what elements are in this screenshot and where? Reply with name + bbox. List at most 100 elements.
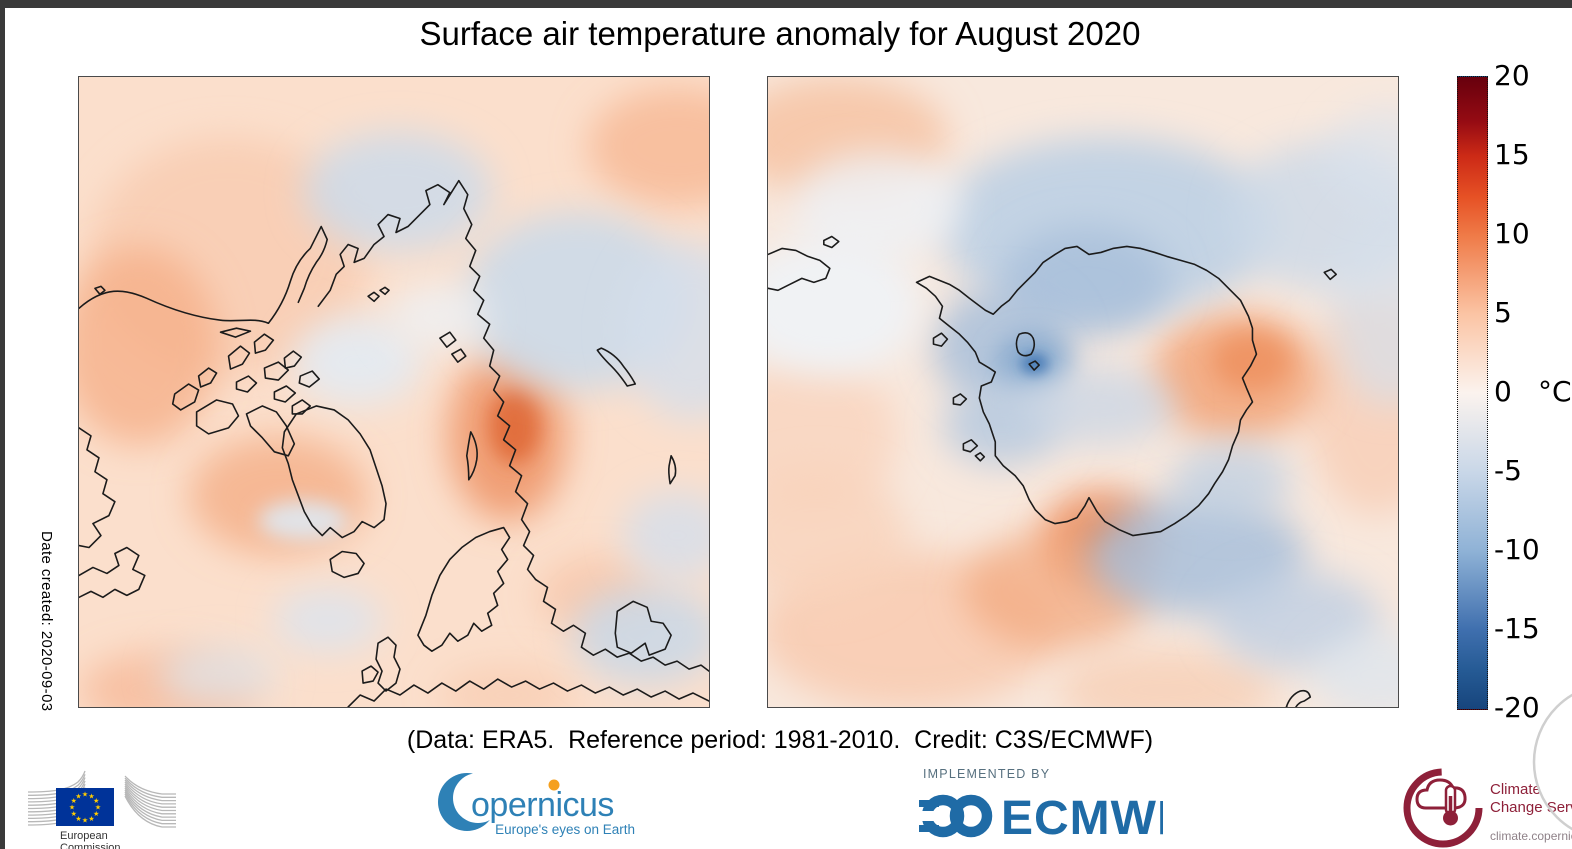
coastline-path bbox=[219, 327, 252, 338]
copernicus-tagline: Europe's eyes on Earth bbox=[495, 822, 635, 837]
antarctic-anomaly-map bbox=[767, 76, 1399, 708]
eu-star-icon: ★ bbox=[82, 791, 88, 799]
date-created-note: Date created: 2020-09-03 bbox=[38, 531, 55, 712]
colorbar-tick-label: 10 bbox=[1494, 216, 1530, 250]
eu-star-icon: ★ bbox=[88, 792, 94, 800]
c3s-url-text: climate.copernicus.e bbox=[1490, 829, 1572, 843]
coastline-path bbox=[253, 333, 275, 354]
anomaly-patch bbox=[1311, 630, 1398, 707]
anomaly-patch bbox=[258, 500, 349, 541]
coastline-path bbox=[457, 179, 537, 581]
c3s-text-line1: Climate bbox=[1490, 781, 1541, 798]
anomaly-patch bbox=[587, 86, 709, 207]
anomaly-patch bbox=[79, 246, 219, 446]
anomaly-patch bbox=[1017, 366, 1177, 446]
copernicus-satellite-dot-icon bbox=[548, 779, 560, 791]
coastline-path bbox=[245, 405, 296, 457]
eu-logo-text-line1: European bbox=[60, 830, 108, 842]
colorbar-tick-label: 5 bbox=[1494, 295, 1512, 329]
european-commission-logo: ★ ★★★★★★★★★★★ European Commission bbox=[27, 770, 176, 849]
ecmwf-implemented-by-label: IMPLEMENTED BY bbox=[923, 767, 1050, 781]
coastline-path bbox=[1015, 332, 1036, 357]
colorbar-tick-label: -10 bbox=[1494, 532, 1540, 566]
copernicus-wordmark: opernicus bbox=[471, 786, 614, 824]
anomaly-patch bbox=[273, 588, 384, 653]
colorbar-tick-label: -15 bbox=[1494, 611, 1540, 645]
figure-caption: (Data: ERA5. Reference period: 1981-2010… bbox=[406, 726, 1154, 754]
coastline-path bbox=[317, 179, 460, 308]
ecmwf-wordmark: ECMWF bbox=[1001, 792, 1163, 845]
copernicus-crescent-icon bbox=[438, 773, 503, 831]
arctic-anomaly-map bbox=[78, 76, 710, 708]
coastline-path bbox=[379, 286, 390, 296]
ecmwf-logo: IMPLEMENTED BY ECMWF bbox=[917, 767, 1163, 845]
eu-flag-icon bbox=[56, 788, 114, 826]
coastline-path bbox=[263, 361, 290, 381]
coastline-path bbox=[823, 235, 840, 249]
coastline-path bbox=[915, 245, 1258, 537]
coastline-path bbox=[94, 285, 106, 296]
climate-change-service-logo: Climate Change Service climate.copernicu… bbox=[1403, 768, 1572, 848]
colorbar-gradient bbox=[1457, 76, 1488, 710]
anomaly-patch bbox=[1326, 106, 1398, 207]
coastline-path bbox=[197, 367, 218, 388]
anomaly-patch bbox=[572, 585, 709, 686]
window-chrome-top-bar bbox=[0, 0, 1572, 8]
anomaly-patch bbox=[158, 645, 279, 706]
coastline-path bbox=[1028, 360, 1040, 371]
coastline-path bbox=[367, 291, 380, 303]
eu-star-icon: ★ bbox=[95, 804, 101, 812]
coastline-path bbox=[235, 375, 258, 393]
coastline-path bbox=[329, 550, 365, 579]
anomaly-patch bbox=[293, 316, 423, 406]
eu-flag-stars: ★ ★★★★★★★★★★★ bbox=[69, 791, 101, 825]
eu-star-icon: ★ bbox=[88, 815, 94, 823]
eu-star-icon: ★ bbox=[75, 815, 81, 823]
coastline-path bbox=[974, 452, 986, 462]
coastline-path bbox=[195, 399, 240, 435]
coastline-path bbox=[1323, 268, 1337, 281]
c3s-crescent-icon bbox=[1403, 768, 1483, 848]
eu-star-icon: ★ bbox=[71, 797, 77, 805]
anomaly-patch bbox=[792, 151, 963, 262]
c3s-cloud-icon bbox=[1415, 778, 1467, 810]
eu-logo-text-line2: Commission bbox=[60, 842, 121, 849]
coastline-path bbox=[79, 427, 116, 549]
coastline-path bbox=[534, 578, 709, 672]
eu-star-icon: ★ bbox=[82, 817, 88, 825]
eu-star-icon: ★ bbox=[69, 804, 75, 812]
colorbar-unit-label: °C bbox=[1538, 374, 1572, 408]
antarctic-map-svg bbox=[768, 77, 1398, 707]
eu-star-icon: ★ bbox=[71, 810, 77, 818]
coastline-path bbox=[1285, 689, 1312, 707]
coastline-path bbox=[768, 247, 831, 292]
coastline-path bbox=[227, 345, 251, 370]
c3s-thermometer-icon bbox=[1443, 784, 1458, 826]
colorbar-ticks: 20 15 10 5 0 -5 -10 -15 -20 bbox=[1494, 59, 1564, 724]
window-chrome-left-edge bbox=[0, 0, 5, 849]
anomaly-patch bbox=[1171, 440, 1292, 521]
anomaly-patch bbox=[768, 236, 923, 377]
eu-swoosh-lines-right bbox=[124, 775, 176, 828]
anomaly-patch bbox=[1021, 354, 1050, 377]
eu-star-icon: ★ bbox=[75, 792, 81, 800]
coastline-path bbox=[361, 665, 379, 684]
colorbar-tick-label: 15 bbox=[1494, 137, 1530, 171]
anomaly-patch bbox=[437, 665, 578, 707]
coastline-path bbox=[596, 347, 637, 387]
coastline-path bbox=[375, 636, 401, 692]
anomaly-patch bbox=[1331, 206, 1398, 406]
anomaly-patch bbox=[388, 281, 488, 352]
coastline-path bbox=[668, 454, 677, 485]
anomaly-patch bbox=[1057, 650, 1277, 707]
colorbar-tick-label: -5 bbox=[1494, 453, 1522, 487]
coastline-path bbox=[451, 348, 467, 363]
coastline-path bbox=[283, 350, 303, 369]
anomaly-patch bbox=[622, 241, 709, 421]
coastline-path bbox=[273, 385, 297, 403]
figure-title: Surface air temperature anomaly for Augu… bbox=[419, 15, 1141, 52]
coastline-path bbox=[298, 370, 321, 388]
anomaly-patch bbox=[622, 490, 709, 581]
coastline-path bbox=[417, 526, 511, 652]
